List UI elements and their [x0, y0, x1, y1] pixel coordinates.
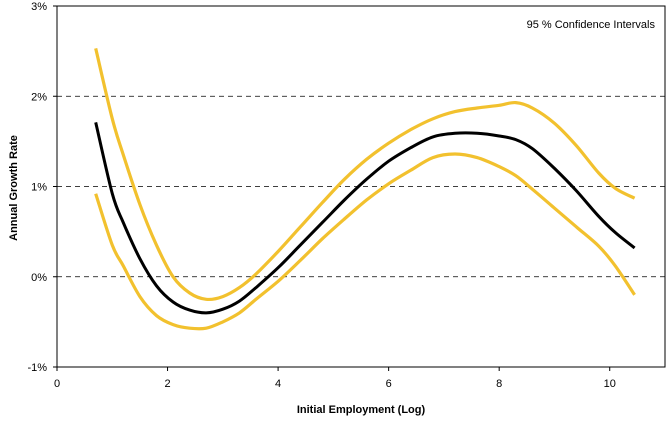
y-tick-label: 1%: [31, 182, 47, 194]
y-tick-label: 0%: [31, 272, 47, 284]
series-line-lower-bound: [94, 152, 636, 331]
x-axis-ticks: 0 2 4 6 8 10: [54, 367, 616, 390]
y-axis-ticks: -1% 0% 1% 2% 3%: [27, 1, 57, 374]
series-line-upper-bound: [94, 48, 636, 302]
series-group: [94, 48, 636, 331]
x-tick-label: 4: [275, 378, 281, 390]
y-axis-title: Annual Growth Rate: [8, 135, 20, 241]
x-tick-label: 0: [54, 378, 60, 390]
confidence-interval-note: 95 % Confidence Intervals: [527, 19, 656, 31]
y-tick-label: 2%: [31, 91, 47, 103]
x-tick-label: 6: [386, 378, 392, 390]
x-tick-label: 8: [496, 378, 502, 390]
gridlines: [57, 95, 665, 278]
x-tick-label: 10: [604, 378, 616, 390]
y-tick-label: -1%: [27, 362, 47, 374]
x-tick-label: 2: [164, 378, 170, 390]
y-tick-label: 3%: [31, 1, 47, 13]
series-line-estimate: [94, 122, 636, 315]
x-axis-title: Initial Employment (Log): [297, 404, 426, 416]
